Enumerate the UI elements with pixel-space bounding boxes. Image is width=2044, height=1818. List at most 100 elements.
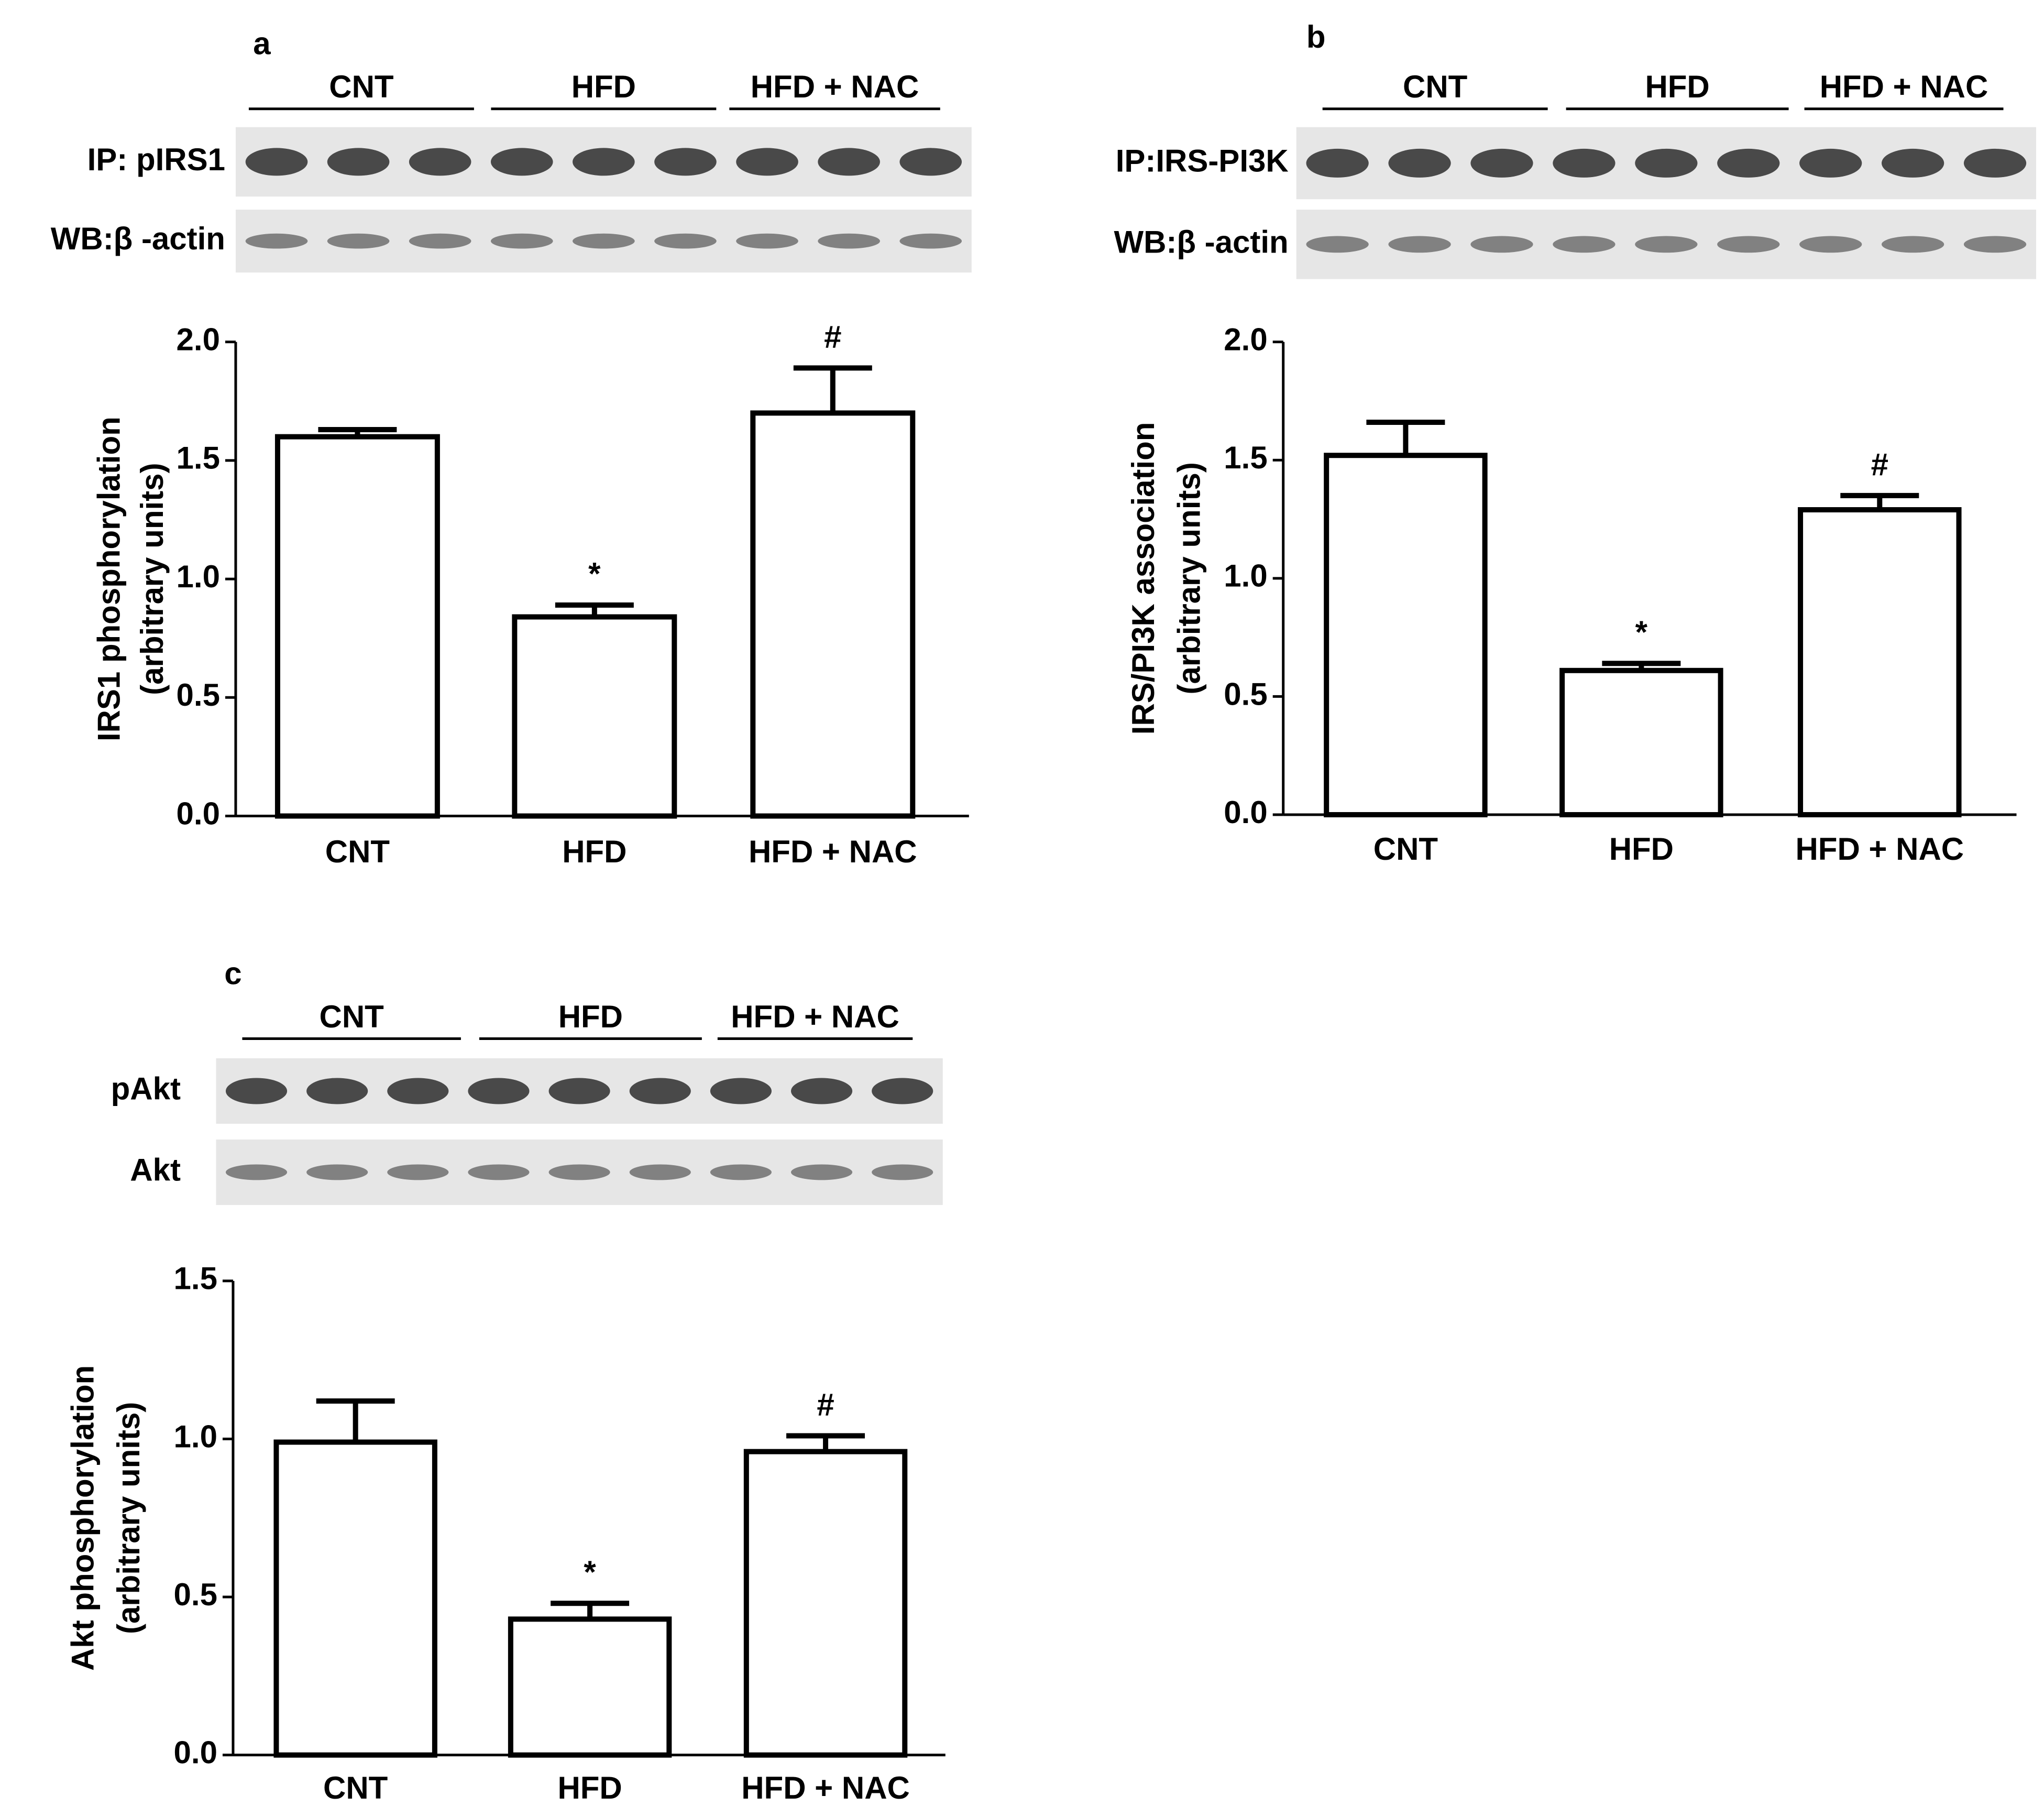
blot-group-label: HFD + NAC bbox=[731, 999, 899, 1034]
blot-label: WB:β -actin bbox=[1114, 224, 1289, 259]
significance-mark: # bbox=[817, 1387, 834, 1422]
y-axis-label: Akt phosphorylation bbox=[65, 1365, 100, 1671]
y-axis-label: (arbitrary units) bbox=[1172, 462, 1207, 694]
y-tick-label: 0.5 bbox=[177, 677, 220, 713]
blot-band bbox=[654, 233, 717, 249]
significance-mark: * bbox=[584, 1554, 596, 1590]
blot-band bbox=[1635, 236, 1698, 253]
blot-band bbox=[327, 148, 390, 176]
blot-band bbox=[1717, 236, 1780, 253]
y-tick-label: 2.0 bbox=[177, 322, 220, 357]
y-tick-label: 1.0 bbox=[1224, 558, 1267, 594]
blot-band bbox=[490, 148, 553, 176]
bar bbox=[1798, 507, 1962, 818]
blot-band bbox=[548, 1078, 610, 1104]
y-tick-label: 1.5 bbox=[177, 441, 220, 476]
blot-group-label: HFD bbox=[572, 69, 636, 104]
blot-band bbox=[548, 1164, 610, 1180]
blot-band bbox=[629, 1164, 691, 1180]
blot-band bbox=[710, 1078, 772, 1104]
blot-band bbox=[573, 148, 635, 176]
blot-band bbox=[1306, 148, 1369, 178]
blot-band bbox=[872, 1078, 933, 1104]
blot-band bbox=[225, 1164, 288, 1180]
blot-label: IP:IRS-PI3K bbox=[1116, 143, 1289, 178]
x-tick-label: CNT bbox=[325, 834, 390, 869]
y-tick-label: 1.0 bbox=[174, 1419, 217, 1454]
y-tick-label: 0.5 bbox=[1224, 676, 1267, 711]
blot-band bbox=[899, 148, 962, 176]
bar bbox=[1559, 667, 1723, 818]
blot-label: pAkt bbox=[111, 1071, 181, 1106]
blot-band bbox=[736, 148, 798, 176]
blot-band bbox=[1635, 148, 1698, 178]
blot-band bbox=[1799, 236, 1862, 253]
y-tick-label: 0.0 bbox=[1224, 795, 1267, 830]
blot-band bbox=[468, 1164, 530, 1180]
blot-band bbox=[654, 148, 717, 176]
y-axis-label: IRS/PI3K association bbox=[1126, 422, 1161, 735]
blot-group-label: HFD + NAC bbox=[1820, 69, 1988, 104]
blot-band bbox=[790, 1078, 853, 1104]
blot-band bbox=[225, 1078, 288, 1104]
blot-band bbox=[1963, 148, 2027, 178]
y-tick-label: 2.0 bbox=[1224, 322, 1267, 357]
panel-label: a bbox=[253, 26, 271, 61]
blot-band bbox=[468, 1078, 530, 1104]
blot-band bbox=[245, 148, 308, 176]
blot-band bbox=[1881, 148, 1944, 178]
blot-band bbox=[1470, 236, 1533, 253]
significance-mark: # bbox=[1871, 447, 1888, 482]
bar bbox=[274, 434, 440, 819]
blot-band bbox=[710, 1164, 772, 1180]
blot-band bbox=[1388, 236, 1451, 253]
blot-band bbox=[306, 1078, 368, 1104]
blot-group-label: HFD bbox=[1645, 69, 1709, 104]
x-tick-label: HFD + NAC bbox=[1795, 831, 1964, 867]
x-tick-label: HFD bbox=[562, 834, 627, 869]
blot-label: Akt bbox=[130, 1152, 181, 1187]
blot-group-label: HFD bbox=[558, 999, 623, 1034]
blot-band bbox=[1717, 148, 1780, 178]
blot-band bbox=[306, 1164, 368, 1180]
blot-band bbox=[490, 233, 553, 249]
significance-mark: # bbox=[824, 319, 841, 354]
y-tick-label: 1.5 bbox=[1224, 440, 1267, 475]
blot-group-label: CNT bbox=[320, 999, 384, 1034]
blot-band bbox=[818, 148, 880, 176]
y-axis-label: (arbitrary units) bbox=[135, 463, 170, 695]
y-tick-label: 1.0 bbox=[177, 559, 220, 594]
blot-band bbox=[387, 1164, 449, 1180]
y-tick-label: 0.0 bbox=[174, 1735, 217, 1770]
blot-band bbox=[409, 233, 471, 249]
blot-band bbox=[790, 1164, 853, 1180]
bar bbox=[750, 410, 916, 819]
blot-group-label: CNT bbox=[329, 69, 393, 104]
blot-band bbox=[1881, 236, 1944, 253]
blot-band bbox=[1388, 148, 1451, 178]
blot-group-label: CNT bbox=[1403, 69, 1467, 104]
blot-band bbox=[1306, 236, 1369, 253]
blot-band bbox=[818, 233, 880, 249]
bar bbox=[743, 1449, 908, 1758]
bar bbox=[273, 1439, 437, 1758]
blot-band bbox=[327, 233, 390, 249]
blot-label: IP: pIRS1 bbox=[87, 142, 225, 177]
blot-band bbox=[1470, 148, 1533, 178]
y-axis-label: (arbitrary units) bbox=[111, 1402, 146, 1634]
x-tick-label: CNT bbox=[1373, 831, 1438, 867]
significance-mark: * bbox=[588, 556, 601, 592]
bar bbox=[1324, 453, 1488, 818]
blot-band bbox=[899, 233, 962, 249]
blot-band bbox=[1799, 148, 1862, 178]
blot-band bbox=[736, 233, 798, 249]
x-tick-label: HFD bbox=[1609, 831, 1674, 867]
blot-band bbox=[1553, 236, 1616, 253]
blot-band bbox=[387, 1078, 449, 1104]
y-tick-label: 0.0 bbox=[177, 796, 220, 831]
blot-band bbox=[1963, 236, 2027, 253]
blot-band bbox=[629, 1078, 691, 1104]
blot-label: WB:β -actin bbox=[51, 221, 225, 256]
blot-band bbox=[1553, 148, 1616, 178]
